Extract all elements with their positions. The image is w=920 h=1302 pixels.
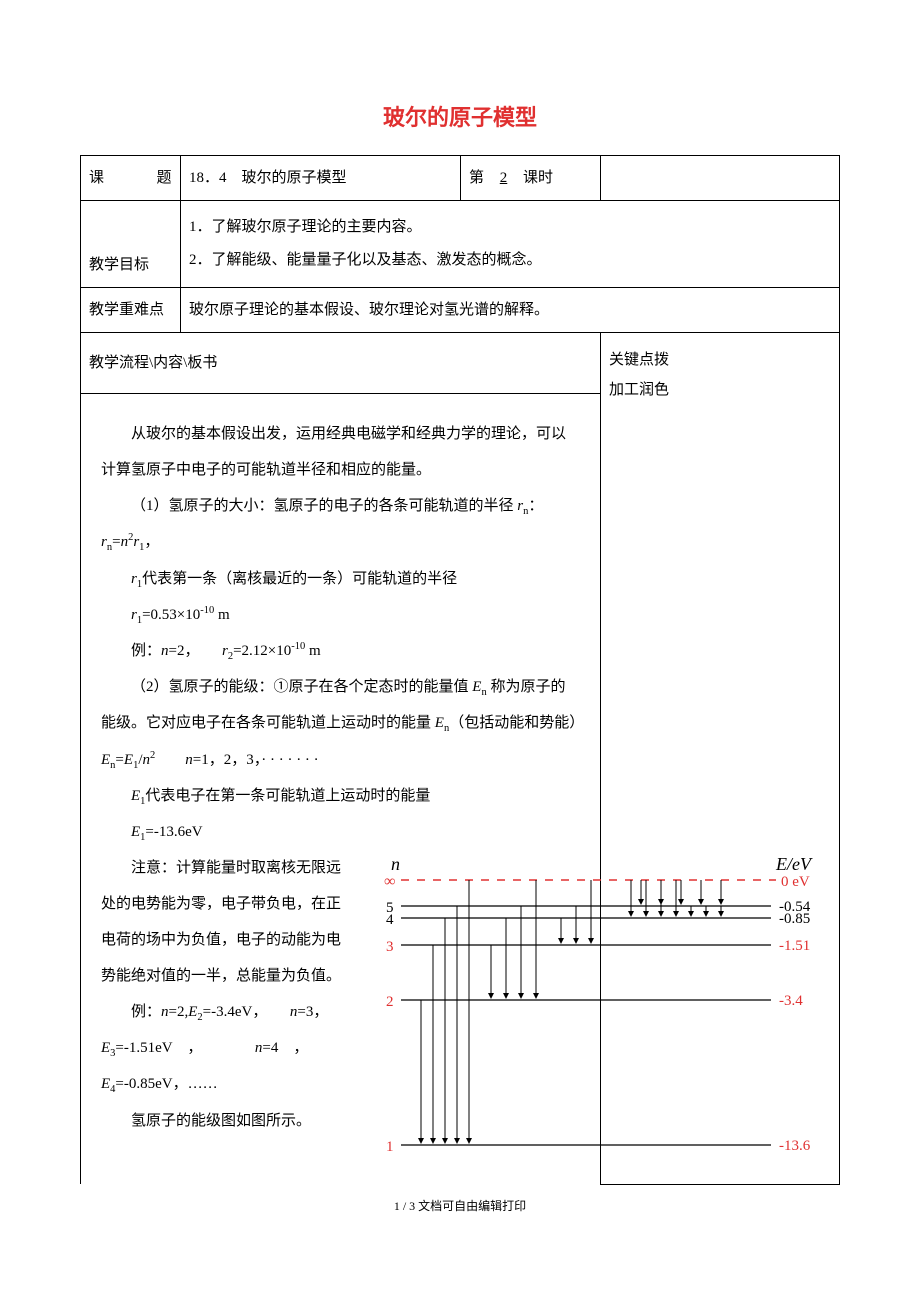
- p5-eq2: =2，: [169, 643, 192, 659]
- objective-1: 1．了解玻尔原子理论的主要内容。: [189, 211, 831, 244]
- topic-label-cell: 课 题: [81, 156, 181, 201]
- svg-text:4: 4: [386, 912, 394, 928]
- para-1: 从玻尔的基本假设出发，运用经典电磁学和经典力学的理论，可以计算氢原子中电子的可能…: [101, 416, 580, 488]
- diagram-section: 注意：计算能量时取离核无限远处的电势能为零，电子带负电，在正电荷的场中为负值，电…: [101, 850, 580, 1174]
- energy-level-diagram: nE/eV∞0 eV5-0.544-0.853-1.512-3.41-13.6: [341, 850, 821, 1174]
- right-text-2: 加工润色: [609, 375, 831, 405]
- page-title: 玻尔的原子模型: [80, 100, 840, 135]
- footer-page: 1: [394, 1199, 400, 1213]
- p10-e2: =-3.4eV，: [203, 1004, 260, 1020]
- svg-text:∞: ∞: [384, 873, 395, 890]
- topic-label-2: 题: [157, 170, 172, 186]
- p10-e4: =-0.85eV，……: [115, 1076, 217, 1092]
- objectives-label: 教学目标: [81, 201, 181, 288]
- svg-text:3: 3: [386, 939, 394, 955]
- para-10: 例：n=2,E2=-3.4eV， n=3， E3=-1.51eV ， n=4 ，…: [101, 994, 341, 1103]
- lesson-table: 课 题 18．4 玻尔的原子模型 第 2 课时 教学目标 1．了解玻尔原子理论的…: [80, 155, 840, 1184]
- right-text-1: 关键点拨: [609, 345, 831, 375]
- p5-unit: m: [305, 643, 320, 659]
- p2-prefix: （1）氢原子的大小：氢原子的电子的各条可能轨道的半径: [131, 498, 517, 514]
- svg-text:2: 2: [386, 994, 394, 1010]
- topic-text-cell: 18．4 玻尔的原子模型: [181, 156, 461, 201]
- empty-cell: [601, 156, 840, 201]
- p5-prefix: 例：: [131, 643, 161, 659]
- flow-header-row: 教学流程\内容\板书 关键点拨 加工润色: [81, 333, 840, 394]
- diagram-side-text: 注意：计算能量时取离核无限远处的电势能为零，电子带负电，在正电荷的场中为负值，电…: [101, 850, 341, 1139]
- svg-text:n: n: [391, 854, 400, 874]
- flow-header-left: 教学流程\内容\板书: [81, 333, 601, 394]
- svg-text:E/eV: E/eV: [775, 854, 813, 874]
- para-3: r1代表第一条（离核最近的一条）可能轨道的半径: [101, 561, 580, 597]
- svg-text:-1.51: -1.51: [779, 938, 810, 954]
- p6-prefix: （2）氢原子的能级：①原子在各个定态时的能量值: [131, 679, 472, 695]
- p5-val: =2.12×10: [233, 643, 291, 659]
- p10-prefix: 例：: [131, 1004, 161, 1020]
- period-value: 2: [488, 170, 520, 186]
- keypoints-label: 教学重难点: [81, 288, 181, 333]
- p6-en: E: [101, 752, 110, 768]
- para-9: 注意：计算能量时取离核无限远处的电势能为零，电子带负电，在正电荷的场中为负值，电…: [101, 850, 341, 994]
- p10-e3: =-1.51eV: [115, 1040, 172, 1056]
- footer-total: 3: [409, 1199, 415, 1213]
- period-cell: 第 2 课时: [461, 156, 601, 201]
- body-cell: 从玻尔的基本假设出发，运用经典电磁学和经典力学的理论，可以计算氢原子中电子的可能…: [81, 394, 601, 1184]
- para-6: （2）氢原子的能级：①原子在各个定态时的能量值 En 称为原子的能级。它对应电子…: [101, 669, 580, 778]
- para-7: E1代表电子在第一条可能轨道上运动时的能量: [101, 778, 580, 814]
- para-11: 氢原子的能级图如图所示。: [101, 1103, 341, 1139]
- para-2: （1）氢原子的大小：氢原子的电子的各条可能轨道的半径 rn： rn=n2r1，: [101, 488, 580, 560]
- p2-colon: ：: [528, 498, 536, 514]
- p6-mid2: （包括动能和势能）: [449, 715, 577, 731]
- objective-2: 2．了解能级、能量量子化以及基态、激发态的概念。: [189, 244, 831, 277]
- energy-diagram-svg: nE/eV∞0 eV5-0.544-0.853-1.512-3.41-13.6: [351, 850, 821, 1160]
- page-footer: 1 / 3 文档可自由编辑打印: [80, 1197, 840, 1216]
- svg-text:1: 1: [386, 1139, 394, 1155]
- p3-suffix: 代表第一条（离核最近的一条）可能轨道的半径: [142, 571, 457, 587]
- p7-text: 代表电子在第一条可能轨道上运动时的能量: [145, 788, 430, 804]
- footer-text: 文档可自由编辑打印: [418, 1199, 526, 1213]
- header-row: 课 题 18．4 玻尔的原子模型 第 2 课时: [81, 156, 840, 201]
- period-prefix: 第: [469, 170, 484, 186]
- svg-text:-0.85: -0.85: [779, 911, 810, 927]
- svg-text:0 eV: 0 eV: [781, 874, 810, 890]
- para-8: E1=-13.6eV: [101, 814, 580, 850]
- para-4: r1=0.53×10-10 m: [101, 597, 580, 633]
- para-5: 例：n=2， r2=2.12×10-10 m: [101, 633, 580, 669]
- period-suffix: 课时: [523, 170, 553, 186]
- p6-nvals: =1，2，3，· · · · · · ·: [193, 752, 319, 768]
- keypoints-cell: 玻尔原子理论的基本假设、玻尔理论对氢光谱的解释。: [181, 288, 840, 333]
- keypoints-row: 教学重难点 玻尔原子理论的基本假设、玻尔理论对氢光谱的解释。: [81, 288, 840, 333]
- p8-text: =-13.6eV: [145, 824, 202, 840]
- svg-text:-3.4: -3.4: [779, 993, 803, 1009]
- p4-unit: m: [214, 607, 229, 623]
- svg-text:-13.6: -13.6: [779, 1138, 811, 1154]
- p4-prefix: =0.53×10: [142, 607, 200, 623]
- objectives-row: 教学目标 1．了解玻尔原子理论的主要内容。 2．了解能级、能量量子化以及基态、激…: [81, 201, 840, 288]
- objectives-cell: 1．了解玻尔原子理论的主要内容。 2．了解能级、能量量子化以及基态、激发态的概念…: [181, 201, 840, 288]
- topic-label-1: 课: [89, 170, 104, 186]
